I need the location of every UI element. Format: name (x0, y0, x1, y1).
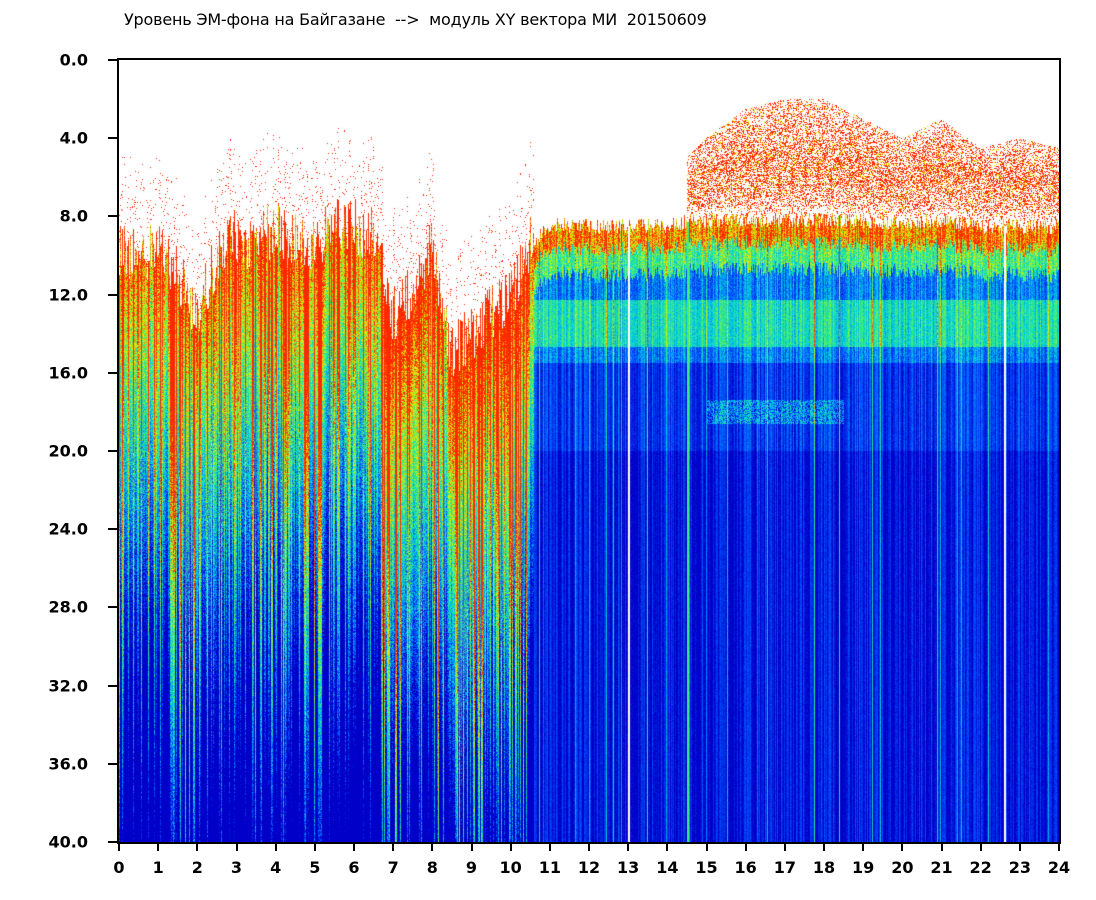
x-tick-mark (118, 842, 120, 851)
y-tick-mark (108, 450, 117, 452)
y-tick-label: 32.0 (48, 676, 88, 696)
x-tick-label: 5 (309, 858, 321, 877)
y-tick-mark (108, 293, 117, 296)
y-tick-mark (108, 606, 117, 609)
y-tick-label: 8.0 (59, 206, 88, 226)
x-tick-mark (470, 842, 473, 851)
x-tick-mark (979, 842, 982, 851)
x-tick-label: 3 (230, 858, 243, 877)
x-tick-mark (235, 842, 238, 851)
x-tick-mark (666, 842, 669, 851)
y-tick-mark (108, 59, 117, 61)
x-tick-label: 24 (1047, 858, 1071, 877)
x-tick-label: 22 (969, 858, 992, 877)
x-tick-mark (392, 842, 395, 851)
x-tick-label: 20 (891, 858, 914, 877)
x-tick-label: 8 (426, 858, 438, 877)
y-tick-mark (108, 215, 117, 218)
x-tick-mark (705, 842, 708, 851)
y-tick-mark (108, 371, 117, 374)
x-tick-mark (548, 842, 551, 851)
y-tick-label: 24.0 (48, 519, 88, 539)
x-tick-mark (940, 842, 943, 851)
x-tick-mark (783, 842, 786, 851)
plot-area (117, 58, 1061, 844)
x-tick-label: 14 (656, 858, 679, 877)
x-tick-mark (196, 842, 199, 851)
x-tick-label: 23 (1008, 858, 1031, 877)
x-tick-label: 12 (577, 858, 601, 877)
x-tick-mark (313, 842, 316, 851)
x-tick-mark (157, 842, 160, 851)
x-tick-mark (862, 842, 865, 851)
y-tick-label: 4.0 (59, 128, 88, 148)
x-tick-label: 16 (734, 858, 757, 877)
x-tick-label: 19 (852, 858, 875, 877)
x-tick-label: 0 (113, 858, 125, 877)
x-tick-label: 4 (270, 858, 282, 877)
x-tick-label: 18 (812, 858, 836, 877)
x-tick-label: 11 (538, 858, 561, 877)
x-tick-label: 13 (617, 858, 640, 877)
x-tick-mark (509, 842, 512, 851)
x-tick-mark (274, 842, 277, 851)
y-tick-mark (108, 762, 117, 765)
y-tick-label: 20.0 (48, 441, 88, 461)
y-tick-mark (108, 528, 117, 531)
x-tick-label: 2 (191, 858, 203, 877)
y-tick-mark (108, 684, 117, 687)
heatmap-canvas (119, 60, 1059, 842)
x-tick-label: 6 (348, 858, 360, 877)
x-tick-mark (627, 842, 630, 851)
x-tick-mark (353, 842, 355, 851)
y-tick-mark (108, 137, 117, 140)
x-tick-mark (901, 842, 904, 851)
x-tick-label: 21 (930, 858, 953, 877)
x-tick-label: 15 (695, 858, 718, 877)
chart-title: Уровень ЭМ-фона на Байгазане --> модуль … (124, 10, 707, 29)
x-tick-mark (823, 842, 825, 851)
x-tick-mark (744, 842, 747, 851)
y-tick-label: 16.0 (48, 363, 88, 383)
y-tick-label: 28.0 (48, 597, 88, 617)
y-tick-label: 36.0 (48, 754, 88, 774)
x-tick-label: 9 (465, 858, 478, 877)
x-tick-label: 10 (499, 858, 522, 877)
x-tick-label: 1 (152, 858, 164, 877)
x-tick-mark (431, 842, 434, 851)
y-tick-label: 0.0 (59, 50, 88, 70)
y-tick-label: 40.0 (48, 832, 88, 852)
y-tick-mark (108, 841, 117, 843)
x-tick-mark (1058, 842, 1060, 851)
x-tick-mark (1018, 842, 1021, 851)
x-tick-mark (588, 842, 590, 851)
y-tick-label: 12.0 (48, 285, 88, 305)
x-tick-label: 7 (387, 858, 399, 877)
x-tick-label: 17 (773, 858, 796, 877)
